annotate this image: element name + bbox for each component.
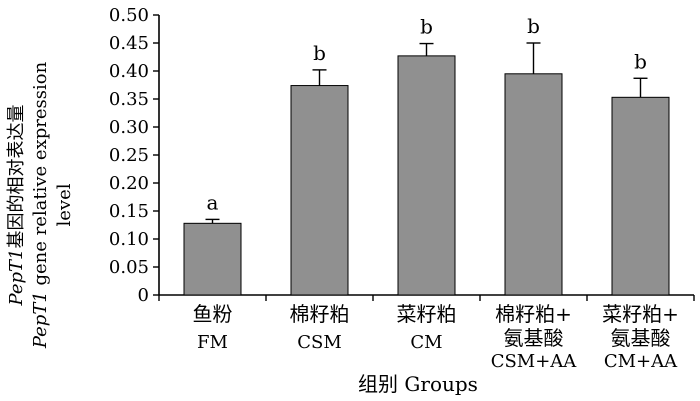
bar [504,73,563,296]
y-axis-title-line2-italic: PepT1 [30,291,51,349]
y-tick-label: 0.50 [109,5,149,26]
y-tick-label: 0.10 [109,229,149,250]
significance-label: b [527,14,540,38]
x-tick-label-en: FM [197,332,228,353]
x-tick-label-zh: 菜籽粕+ [602,302,679,326]
y-tick-label: 0.20 [109,173,149,194]
bar [397,55,456,296]
x-tick-label-en: CSM [297,332,342,353]
plot-area: 0 0.05 0.10 0.15 0.20 0.25 0.30 0.35 0.40 0.45 0.5… [109,5,695,372]
y-tick-label: 0 [138,285,149,306]
y-tick-label: 0.15 [109,201,149,222]
x-axis-title: 组别 Groups [358,372,478,396]
y-axis-title-line1: PepT1基因的相对表达量 [6,105,27,307]
x-tick-label-en: CM [410,332,442,353]
y-axis-title-line1-italic: PepT1 [6,249,27,307]
bar [611,96,670,296]
y-axis-title: PepT1基因的相对表达量 PepT1 gene relative expres… [6,61,75,349]
x-tick-label-zh: 鱼粉 [193,302,233,326]
x-tick-label-en: CSM+AA [491,351,578,372]
y-axis-title-line2-rest: gene relative expression [30,61,51,291]
significance-label: a [207,190,219,214]
significance-label: b [420,15,433,39]
x-tick-label-zh: 棉籽粕+ [495,302,572,326]
y-axis-title-line1-rest: 基因的相对表达量 [6,105,27,249]
x-tick-label-zh2: 氨基酸 [611,326,671,350]
y-tick-label: 0.45 [109,33,149,54]
x-tick-label-zh2: 氨基酸 [504,326,564,350]
y-axis-title-line3: level [54,183,75,226]
y-tick-label: 0.40 [109,61,149,82]
bar [290,85,349,296]
x-tick-label-zh: 菜籽粕 [397,302,457,326]
bar [183,222,242,296]
x-tick-label-en: CM+AA [604,351,678,372]
y-tick-label: 0.30 [109,117,149,138]
y-tick-label: 0.05 [109,257,149,278]
y-tick-label: 0.35 [109,89,149,110]
x-tick-label-zh: 棉籽粕 [290,302,350,326]
y-tick-label: 0.25 [109,145,149,166]
significance-label: b [634,49,647,73]
y-axis-title-line2: PepT1 gene relative expression [30,61,51,349]
significance-label: b [313,41,326,65]
